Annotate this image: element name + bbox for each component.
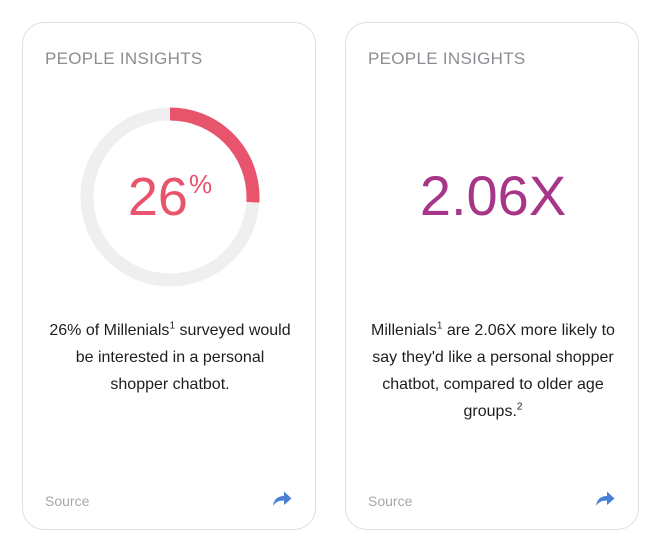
progress-ring-graphic [80,107,260,287]
insight-card-millenials-multiplier: PEOPLE INSIGHTS 2.06X Millenials1 are 2.… [345,22,639,530]
source-link[interactable]: Source [368,493,413,509]
footnote-ref-1: 1 [169,320,175,332]
stat-value: 2.06X [419,164,567,227]
stat-value: 26 % [78,105,262,289]
description-part-2: surveyed would be interested in a person… [75,322,291,393]
card-title: PEOPLE INSIGHTS [368,49,526,68]
source-link[interactable]: Source [45,493,90,509]
description-part-1: 26% of Millenials [49,322,170,339]
progress-ring-fill [80,107,260,287]
description-part-1: Millenials [371,322,437,339]
footnote-ref-1: 1 [436,320,443,332]
stat-number: 26 [127,167,188,227]
insight-description: 26% of Millenials1 surveyed would be int… [47,317,293,398]
stat-suffix: % [188,169,213,199]
progress-ring: 26 % [78,105,262,289]
share-arrow-icon[interactable] [271,487,293,509]
card-title: PEOPLE INSIGHTS [45,49,203,68]
footnote-ref-2: 2 [516,401,523,413]
insight-card-millenials-percent: PEOPLE INSIGHTS 26 % 26% of Millenials1 … [22,22,316,530]
description-part-2: are 2.06X more likely to say they'd like… [372,322,615,420]
insight-description: Millenials1 are 2.06X more likely to say… [370,317,616,425]
share-arrow-icon[interactable] [594,487,616,509]
